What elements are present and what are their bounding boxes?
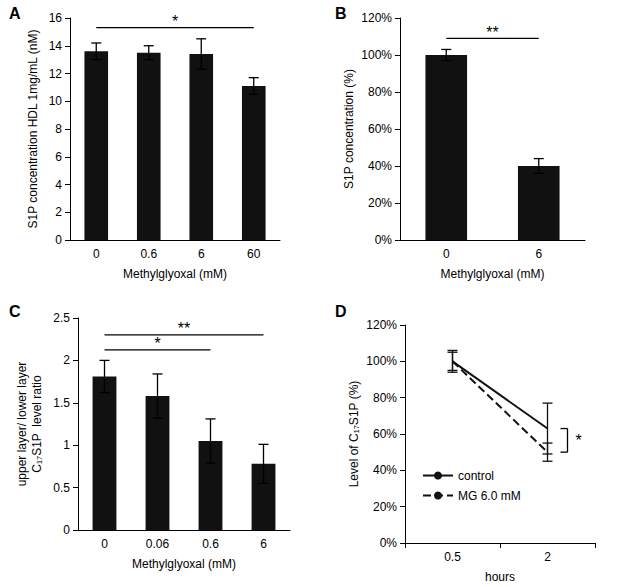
svg-text:0: 0	[63, 523, 70, 537]
svg-text:0%: 0%	[380, 536, 398, 550]
svg-text:0: 0	[443, 247, 450, 261]
svg-text:16: 16	[49, 11, 63, 25]
svg-text:40%: 40%	[368, 159, 392, 173]
svg-text:8: 8	[55, 122, 62, 136]
svg-text:20%: 20%	[373, 500, 397, 514]
svg-text:6: 6	[198, 247, 205, 261]
svg-text:*: *	[576, 432, 582, 449]
svg-text:2: 2	[544, 550, 551, 564]
svg-text:A: A	[9, 5, 21, 22]
svg-text:20%: 20%	[368, 196, 392, 210]
svg-text:0.6: 0.6	[140, 247, 157, 261]
svg-text:Methylglyoxal (mM): Methylglyoxal (mM)	[440, 267, 544, 281]
svg-text:control: control	[458, 469, 494, 483]
svg-text:Methylglyoxal (mM): Methylglyoxal (mM)	[132, 557, 236, 571]
svg-text:60%: 60%	[373, 427, 397, 441]
svg-text:40%: 40%	[373, 463, 397, 477]
svg-text:hours: hours	[485, 570, 515, 584]
svg-text:1.5: 1.5	[53, 396, 70, 410]
svg-text:14: 14	[49, 39, 63, 53]
svg-text:Level of C₁₇S1P (%): Level of C₁₇S1P (%)	[347, 381, 361, 488]
svg-text:*: *	[154, 335, 160, 352]
svg-text:80%: 80%	[373, 391, 397, 405]
svg-text:0: 0	[93, 247, 100, 261]
svg-text:S1P concentration (%): S1P concentration (%)	[342, 69, 356, 189]
svg-text:80%: 80%	[368, 85, 392, 99]
svg-text:**: **	[486, 24, 498, 41]
svg-text:B: B	[335, 5, 347, 22]
svg-text:6: 6	[55, 150, 62, 164]
svg-text:MG 6.0 mM: MG 6.0 mM	[458, 489, 521, 503]
svg-text:120%: 120%	[361, 11, 392, 25]
svg-text:*: *	[172, 13, 178, 30]
svg-text:0%: 0%	[375, 233, 393, 247]
svg-text:0.6: 0.6	[202, 537, 219, 551]
svg-text:0.06: 0.06	[146, 537, 170, 551]
svg-text:C: C	[9, 303, 21, 320]
svg-text:upper layer/ lower layer: upper layer/ lower layer	[15, 362, 29, 487]
svg-text:6: 6	[260, 537, 267, 551]
svg-text:2: 2	[55, 205, 62, 219]
svg-text:**: **	[178, 320, 190, 337]
svg-text:60%: 60%	[368, 122, 392, 136]
svg-text:120%: 120%	[366, 318, 397, 332]
svg-text:6: 6	[535, 247, 542, 261]
svg-text:2: 2	[63, 353, 70, 367]
svg-text:S1P concentration HDL 1mg/mL (: S1P concentration HDL 1mg/mL (nM)	[26, 30, 40, 229]
svg-text:Methylglyoxal (mM): Methylglyoxal (mM)	[123, 267, 227, 281]
svg-text:C₁₇S1P level ratio: C₁₇S1P level ratio	[30, 375, 44, 473]
svg-text:12: 12	[49, 67, 63, 81]
svg-text:0: 0	[101, 537, 108, 551]
svg-text:10: 10	[49, 94, 63, 108]
svg-text:0.5: 0.5	[444, 550, 461, 564]
svg-text:D: D	[335, 303, 347, 320]
svg-text:60: 60	[247, 247, 261, 261]
svg-text:0: 0	[55, 233, 62, 247]
svg-text:100%: 100%	[361, 48, 392, 62]
svg-text:2.5: 2.5	[53, 311, 70, 325]
svg-text:4: 4	[55, 178, 62, 192]
svg-text:1: 1	[63, 438, 70, 452]
svg-text:0.5: 0.5	[53, 481, 70, 495]
svg-text:100%: 100%	[366, 354, 397, 368]
